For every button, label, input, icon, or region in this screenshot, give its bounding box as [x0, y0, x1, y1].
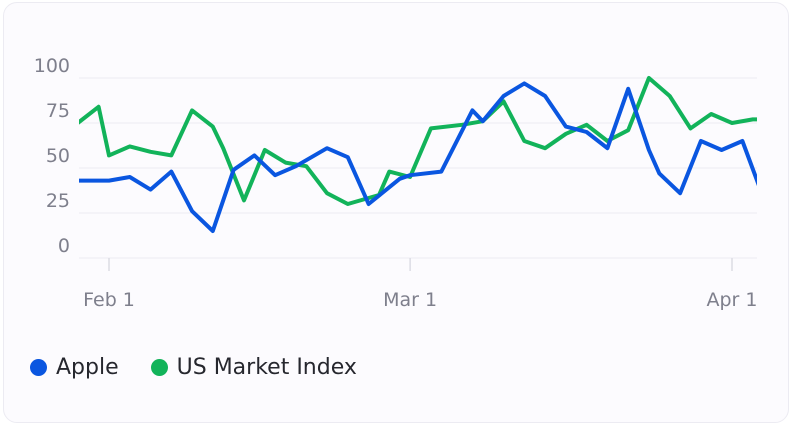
series-line-apple[interactable] [78, 81, 784, 233]
y-tick-label-50: 50 [46, 145, 70, 167]
x-tick-label-2: Apr 1 [707, 289, 758, 311]
x-axis: Feb 1 Mar 1 Apr 1 [79, 257, 758, 311]
legend-item-apple[interactable]: Apple [30, 355, 119, 380]
series-line-us-market-index[interactable] [78, 76, 784, 206]
legend-item-us-market-index[interactable]: US Market Index [150, 355, 357, 380]
x-tick-label-0: Feb 1 [83, 289, 135, 311]
legend-dot-apple [30, 359, 47, 376]
x-tick-label-1: Mar 1 [383, 289, 437, 311]
legend: Apple US Market Index [30, 355, 389, 380]
y-tick-label-25: 25 [46, 190, 70, 212]
legend-label-us-market-index: US Market Index [176, 355, 357, 380]
y-tick-label-0: 0 [58, 235, 70, 257]
y-tick-label-75: 75 [46, 100, 70, 122]
y-tick-label-100: 100 [34, 55, 70, 77]
legend-label-apple: Apple [56, 355, 119, 380]
y-axis: 0 25 50 75 100 [34, 55, 70, 257]
series-lines [78, 76, 784, 233]
legend-dot-us-market-index [150, 359, 168, 376]
